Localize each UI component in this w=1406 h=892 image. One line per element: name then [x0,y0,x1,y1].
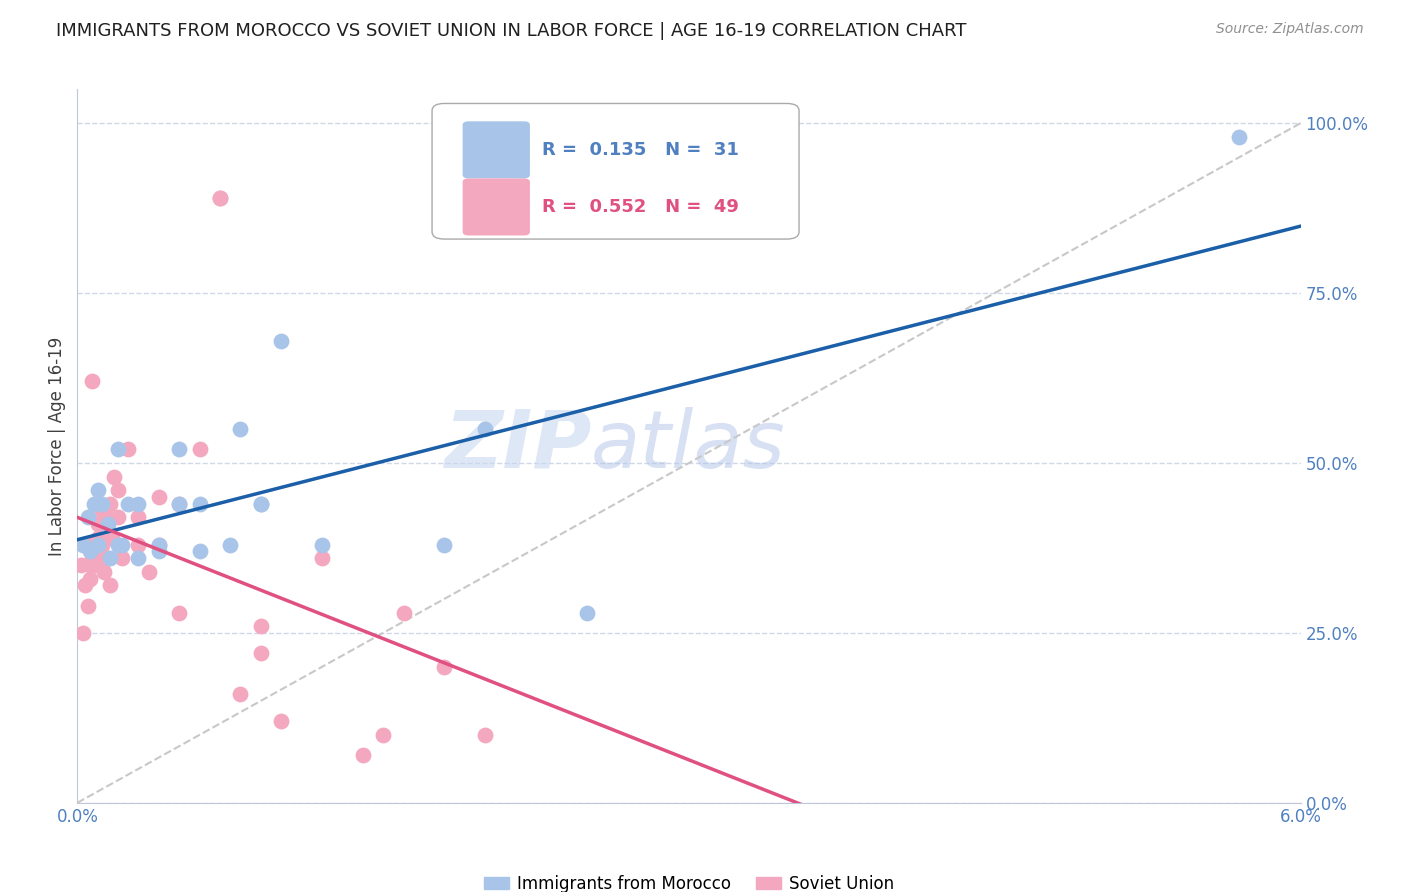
Point [70,558,93,572]
Point [117,442,139,457]
Point [148,537,170,551]
Point [107,483,129,498]
Point [392,606,415,620]
Point [138,565,160,579]
Point [87,531,110,545]
Point [117,497,139,511]
Point [148,490,170,504]
Point [75,578,97,592]
Point [270,334,292,348]
Point [371,728,394,742]
Point [128,497,150,511]
Point [84,537,107,551]
Point [72,626,94,640]
Point [1229,129,1251,144]
Point [250,497,273,511]
Point [111,551,134,566]
Point [83,497,105,511]
Text: IMMIGRANTS FROM MOROCCO VS SOVIET UNION IN LABOR FORCE | AGE 16-19 CORRELATION C: IMMIGRANTS FROM MOROCCO VS SOVIET UNION … [56,22,967,40]
Point [169,497,191,511]
Point [148,544,170,558]
Point [270,714,292,729]
Point [80,375,103,389]
FancyBboxPatch shape [463,178,530,235]
Point [90,497,112,511]
Point [188,497,211,511]
Point [219,537,242,551]
Point [433,537,456,551]
FancyBboxPatch shape [432,103,799,239]
Point [128,551,150,566]
Point [87,483,110,498]
Point [94,510,117,524]
Point [250,497,273,511]
Point [107,537,129,551]
Point [474,728,496,742]
Point [98,551,121,566]
Text: Source: ZipAtlas.com: Source: ZipAtlas.com [1216,22,1364,37]
Point [311,537,333,551]
Point [76,537,98,551]
Y-axis label: In Labor Force | Age 16-19: In Labor Force | Age 16-19 [48,336,66,556]
Point [250,619,273,633]
Point [169,442,191,457]
Point [188,442,211,457]
Point [90,503,112,517]
Point [311,551,333,566]
FancyBboxPatch shape [463,121,530,178]
Point [76,599,98,613]
Point [98,497,121,511]
Point [83,558,105,572]
Point [229,422,252,436]
Point [72,537,94,551]
Point [98,578,121,592]
Point [97,517,120,532]
Point [87,537,110,551]
Point [209,191,232,205]
Point [79,572,101,586]
Point [83,544,105,558]
Point [111,537,134,551]
Legend: Immigrants from Morocco, Soviet Union: Immigrants from Morocco, Soviet Union [477,868,901,892]
Point [128,537,150,551]
Point [352,748,374,763]
Point [101,531,124,545]
Point [188,544,211,558]
Point [79,558,101,572]
Text: R =  0.135   N =  31: R = 0.135 N = 31 [543,141,740,159]
Point [128,510,150,524]
Point [103,469,125,483]
Point [107,510,129,524]
Point [80,551,103,566]
Point [229,687,252,701]
Point [433,660,456,674]
Point [107,442,129,457]
Point [576,606,599,620]
Point [90,537,112,551]
Point [89,551,111,566]
Point [87,517,110,532]
Point [169,606,191,620]
Text: atlas: atlas [591,407,786,485]
Text: ZIP: ZIP [444,407,591,485]
Point [209,191,232,205]
Point [75,537,97,551]
Point [250,646,273,660]
Point [93,565,115,579]
Point [97,551,120,566]
Point [148,537,170,551]
Point [79,544,101,558]
Point [474,422,496,436]
Point [169,497,191,511]
Point [76,510,98,524]
Text: R =  0.552   N =  49: R = 0.552 N = 49 [543,198,740,216]
